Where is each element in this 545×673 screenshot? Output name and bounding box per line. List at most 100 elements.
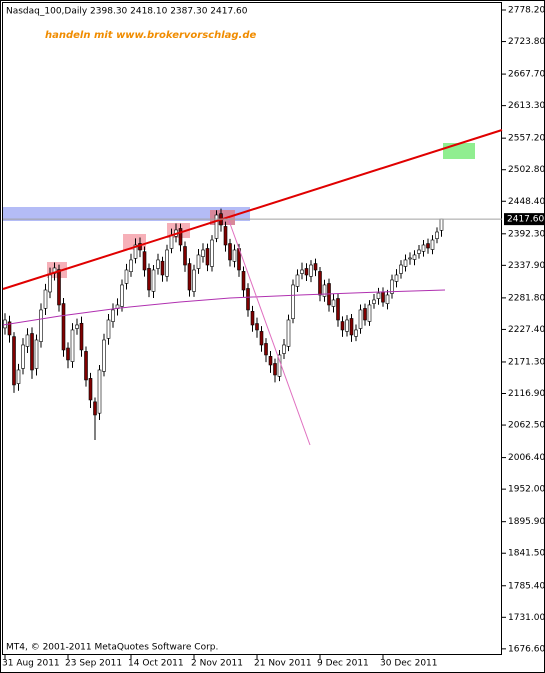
candle-body <box>30 333 34 371</box>
y-tick-label: 2227.40 <box>508 325 545 335</box>
y-tick-label: 2281.80 <box>508 293 545 303</box>
x-tick-label: 31 Aug 2011 <box>2 659 60 669</box>
trend-line <box>2 129 503 290</box>
candle-body <box>259 331 264 346</box>
candle-body <box>322 284 327 297</box>
candle-body <box>169 234 174 249</box>
y-tick-label: 2337.90 <box>508 261 545 271</box>
candle-body <box>417 249 421 254</box>
candle-body <box>250 311 255 326</box>
candle-body <box>399 264 403 274</box>
candle-body <box>165 249 169 277</box>
candle-body <box>385 294 390 304</box>
candle-body <box>16 369 21 384</box>
resistance-zone <box>3 207 250 221</box>
copyright: MT4, © 2001-2011 MetaQuotes Software Cor… <box>6 643 218 653</box>
candle-body <box>372 299 376 304</box>
y-tick-label: 1785.40 <box>508 581 545 591</box>
candle-body <box>142 251 147 271</box>
y-tick-label: 2778.20 <box>508 6 545 16</box>
candle-body <box>376 292 381 299</box>
candle-body <box>336 298 340 321</box>
candle-body <box>84 351 88 381</box>
y-tick-label: 2723.80 <box>508 37 545 47</box>
candle-body <box>286 319 291 347</box>
x-tick-label: 30 Dec 2011 <box>380 659 438 669</box>
candle-body <box>273 363 277 376</box>
last-price-box <box>504 213 545 226</box>
y-tick-label: 1841.50 <box>508 549 545 559</box>
candle-body <box>421 244 426 252</box>
x-tick-label: 9 Dec 2011 <box>317 659 369 669</box>
candle-body <box>156 259 160 269</box>
candle-body <box>70 329 75 362</box>
candle-body <box>12 336 16 386</box>
candle-body <box>34 339 39 369</box>
candle-body <box>358 309 363 329</box>
candle-body <box>201 249 205 257</box>
watermark: handeln mit www.brokervorschlag.de <box>45 30 257 41</box>
candle-body <box>295 274 300 287</box>
candle-body <box>151 269 156 292</box>
candle-body <box>345 319 349 332</box>
candle-body <box>426 243 430 249</box>
y-tick-label: 2613.30 <box>508 101 545 111</box>
candle-body <box>394 274 399 282</box>
candle-body <box>57 269 61 306</box>
x-tick-label: 14 Oct 2011 <box>128 659 184 669</box>
y-tick-label: 2062.50 <box>508 421 545 431</box>
y-tick-label: 2392.30 <box>508 229 545 239</box>
candle-body <box>111 309 115 322</box>
candle-body <box>349 318 354 336</box>
candle-body <box>7 321 12 336</box>
candle-body <box>354 329 358 337</box>
candle-body <box>241 271 246 291</box>
candle-body <box>403 259 408 267</box>
y-tick-label: 1895.90 <box>508 517 545 527</box>
candle-body <box>309 264 313 277</box>
candle-body <box>439 218 444 231</box>
candle-body <box>331 299 336 307</box>
y-tick-label: 2006.40 <box>508 453 545 463</box>
candle-body <box>282 344 286 354</box>
candle-body <box>304 268 309 276</box>
candle-body <box>129 259 133 272</box>
target-box <box>443 143 475 159</box>
candle-body <box>268 356 273 366</box>
candle-body <box>187 263 192 291</box>
x-tick-label: 2 Nov 2011 <box>191 659 243 669</box>
candle-body <box>160 260 165 276</box>
candle-body <box>205 248 210 266</box>
candle-body <box>390 279 394 294</box>
fan-line <box>227 217 311 446</box>
chart-header: Nasdaq_100,Daily 2398.30 2418.10 2387.30… <box>6 7 248 17</box>
candle-body <box>3 319 7 329</box>
candle-body <box>435 231 439 239</box>
y-tick-label: 2448.40 <box>508 197 545 207</box>
candle-body <box>381 291 385 303</box>
candle-body <box>66 347 70 361</box>
candle-body <box>255 323 259 331</box>
candle-body <box>102 339 106 372</box>
candle-body <box>21 344 25 369</box>
candle-body <box>88 378 93 401</box>
last-price-label: 2417.60 <box>507 215 544 225</box>
y-tick-label: 1952.00 <box>508 485 545 495</box>
candle-body <box>340 321 345 331</box>
y-tick-label: 2502.80 <box>508 165 545 175</box>
candle-body <box>313 263 318 271</box>
candle-body <box>75 324 79 329</box>
candle-body <box>93 401 97 416</box>
plot-frame <box>2 2 502 655</box>
candle-body <box>430 239 435 250</box>
y-tick-label: 2171.30 <box>508 357 545 367</box>
candle-body <box>48 274 52 293</box>
candle-body <box>196 254 201 269</box>
y-tick-label: 1676.60 <box>508 644 545 654</box>
candle-body <box>147 268 151 291</box>
candle-body <box>408 257 412 260</box>
x-tick-label: 21 Nov 2011 <box>254 659 312 669</box>
candle-body <box>214 214 219 239</box>
